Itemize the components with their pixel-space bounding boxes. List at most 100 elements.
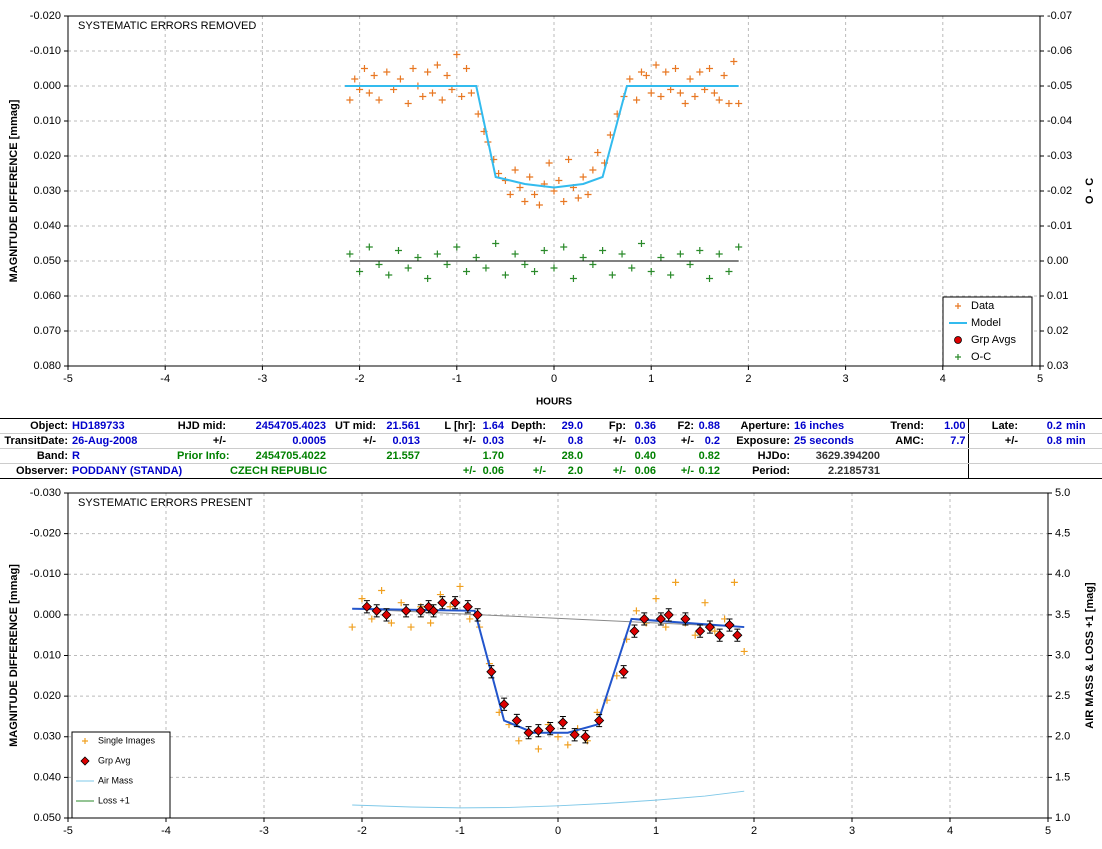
data-point xyxy=(458,93,466,100)
data-point xyxy=(407,623,415,631)
plot-frame xyxy=(67,15,1041,367)
field-label: +/- xyxy=(658,433,696,449)
data-point xyxy=(453,51,461,58)
field-label xyxy=(175,463,228,479)
data-point xyxy=(557,717,568,728)
field-value: 2.2185731 xyxy=(792,463,882,479)
data-point xyxy=(433,250,441,258)
field-value: 0.8 xyxy=(1020,433,1064,449)
data-point xyxy=(574,194,582,202)
field-value xyxy=(378,463,422,479)
field-label: F2: xyxy=(658,418,696,434)
field-label xyxy=(422,448,478,464)
data-point xyxy=(443,72,451,79)
field-label: HJD mid: xyxy=(175,418,228,434)
data-point xyxy=(711,627,719,635)
field-label: Prior Info: xyxy=(175,448,230,464)
y-tick-label: -0.020 xyxy=(30,10,61,22)
field-value: 0.06 xyxy=(628,463,658,479)
data-point xyxy=(730,58,738,65)
data-point xyxy=(545,723,556,734)
field-value xyxy=(1064,463,1102,479)
data-point xyxy=(523,727,534,738)
data-point xyxy=(701,86,709,93)
data-point xyxy=(516,184,524,191)
legend-label: Single Images xyxy=(98,735,156,745)
field-label: Depth: xyxy=(506,418,548,434)
field-value: 29.0 xyxy=(548,418,585,434)
data-point xyxy=(589,166,597,174)
field-label: +/- xyxy=(585,433,628,449)
data-point xyxy=(569,275,577,282)
x-tick-label: 2 xyxy=(751,825,757,837)
y-tick-label: 0.050 xyxy=(33,812,61,824)
data-point xyxy=(686,261,694,268)
legend-symbol xyxy=(80,756,90,766)
data-point xyxy=(550,187,558,195)
data-point xyxy=(450,597,461,608)
legend: Single Images Grp Avg Air Mass Loss +1 xyxy=(71,731,171,819)
data-point xyxy=(652,595,660,603)
y-axis-label: MAGNITUDE DIFFERENCE [mmag] xyxy=(8,564,20,747)
table-row: Object: HD189733 HJD mid: 2454705.4023 UT mi… xyxy=(0,418,1102,434)
field-label: +/- xyxy=(175,433,228,449)
x-tick-label: -4 xyxy=(160,373,170,385)
data-point xyxy=(456,582,464,590)
x-tick-label: 1 xyxy=(653,825,659,837)
data-point xyxy=(701,599,709,607)
data-point xyxy=(521,198,529,205)
field-value: CZECH REPUBLIC xyxy=(228,463,328,479)
data-point xyxy=(569,729,580,740)
data-point xyxy=(564,741,572,749)
field-label: AMC: xyxy=(882,433,926,449)
data-point xyxy=(715,96,723,104)
y2-tick-label: -0.06 xyxy=(1047,45,1072,57)
data-point xyxy=(401,605,412,616)
data-point xyxy=(462,601,473,612)
data-point xyxy=(495,170,503,177)
data-point xyxy=(714,630,725,641)
legend-label: Grp Avgs xyxy=(971,334,1017,346)
y-tick-label: 0.080 xyxy=(33,360,61,372)
data-point xyxy=(676,250,684,258)
data-point xyxy=(730,578,738,586)
data-point xyxy=(554,733,562,741)
field-value xyxy=(1020,448,1064,464)
data-point xyxy=(732,630,743,641)
legend-label: Model xyxy=(971,317,1001,329)
data-point xyxy=(531,268,539,275)
x-tick-label: -5 xyxy=(63,825,73,837)
field-value: 0.88 xyxy=(696,418,722,434)
x-tick-label: -1 xyxy=(455,825,465,837)
data-point xyxy=(704,621,715,633)
field-label xyxy=(882,448,926,464)
data-point xyxy=(419,93,427,100)
data-point xyxy=(414,254,422,261)
x-tick-label: 2 xyxy=(745,373,751,385)
data-point xyxy=(555,177,563,184)
data-point xyxy=(511,166,519,174)
field-label: +/- xyxy=(585,463,628,479)
y-tick-label: 0.000 xyxy=(33,80,61,92)
data-point xyxy=(526,173,534,181)
data-point xyxy=(626,75,634,83)
data-point xyxy=(375,261,383,268)
x-tick-label: 4 xyxy=(947,825,953,837)
legend-symbol xyxy=(955,303,961,309)
field-label: L [hr]: xyxy=(422,418,478,434)
data-point xyxy=(467,89,475,97)
field-value: 21.557 xyxy=(378,448,422,464)
legend-label: Data xyxy=(971,300,995,312)
data-point xyxy=(637,68,645,76)
data-point xyxy=(657,93,665,100)
data-point xyxy=(579,254,587,261)
data-point xyxy=(463,268,471,275)
field-value: min xyxy=(1064,418,1102,434)
field-label xyxy=(882,463,926,479)
data-point xyxy=(534,745,542,753)
field-value xyxy=(926,448,968,464)
data-point xyxy=(535,201,543,209)
data-point xyxy=(375,96,383,104)
data-point xyxy=(599,247,607,254)
